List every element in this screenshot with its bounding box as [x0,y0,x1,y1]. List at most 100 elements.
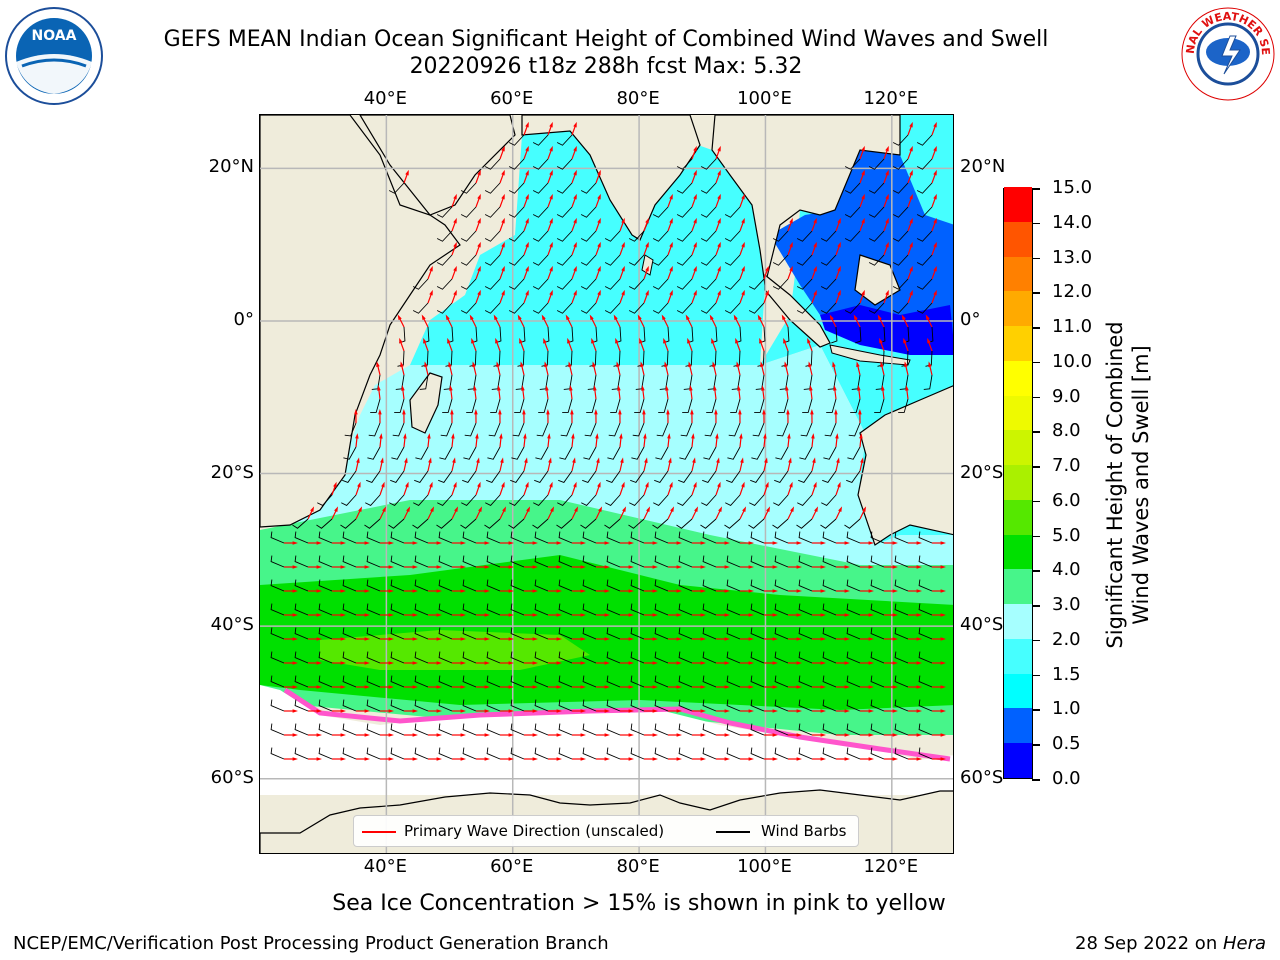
colorbar-tick-label: 11.0 [1052,316,1093,338]
wave-direction-arrowhead [724,757,730,761]
wave-direction-arrowhead [796,637,802,641]
wave-direction-arrowhead [532,565,538,569]
wave-direction-arrowhead [789,241,793,248]
wind-barb [774,555,789,568]
lon-label-top: 100°E [737,88,792,109]
wave-direction-arrowhead [378,409,382,415]
wind-barb [486,603,501,616]
wave-direction-arrowhead [772,541,778,545]
wind-barb [294,723,309,736]
wave-direction-arrowhead [543,337,547,344]
wave-direction-arrowhead [592,361,596,368]
wind-barb [414,555,429,568]
wind-barb [582,699,597,712]
wave-direction-arrowhead [471,337,475,344]
wave-direction-arrowhead [880,361,884,368]
wind-barb [822,555,837,568]
wind-barb [677,494,693,506]
wave-direction-arrowhead [436,637,442,641]
wave-direction-arrowhead [478,506,483,513]
wave-direction-arrowhead [813,241,817,248]
wave-direction-arrowhead [724,661,730,665]
wind-barb [613,350,621,367]
wind-barb [798,579,813,592]
wave-direction-arrowhead [901,314,906,321]
wave-direction-arrowhead [604,589,610,593]
wind-barb [556,254,573,266]
wind-barb [460,518,477,529]
wave-direction-arrowhead [484,709,490,713]
colorbar-tick-mark [1032,188,1040,190]
wind-barb [728,422,741,437]
wave-direction-arrowhead [412,589,418,593]
wave-direction-arrowhead [835,433,839,439]
wind-barb [534,470,549,483]
wave-direction-arrowhead [436,709,442,713]
wind-barb [870,579,885,592]
wind-barb [580,254,597,266]
wind-barb [510,555,525,568]
wave-direction-arrowhead [292,565,298,569]
wave-direction-arrowhead [892,541,898,545]
colorbar-segment [1004,464,1032,500]
wave-direction-arrowhead [652,685,658,689]
wave-direction-arrowhead [430,506,435,513]
wave-direction-arrowhead [796,661,802,665]
wind-barb [390,723,405,736]
wave-direction-arrowhead [460,709,466,713]
wave-direction-arrowhead [525,121,529,128]
wave-direction-arrowhead [724,589,730,593]
wave-direction-arrowhead [453,481,457,488]
wind-barb [733,350,741,367]
wave-direction-arrowhead [829,314,834,321]
footer-credit: NCEP/EMC/Verification Post Processing Pr… [13,933,609,954]
wave-direction-arrowhead [645,217,649,224]
wind-barb [580,206,597,218]
wind-barb [397,350,405,367]
wind-barb [366,699,381,712]
wave-direction-arrowhead [453,265,457,272]
wind-barb [270,627,285,640]
wind-barb [751,446,765,460]
wind-barb [414,723,429,736]
wave-direction-arrowhead [645,481,649,488]
wave-direction-arrowhead [364,565,370,569]
wind-barb [654,531,669,544]
wind-barb [364,518,381,529]
wave-direction-arrowhead [761,385,765,391]
wind-barb [390,627,405,640]
wave-direction-arrowhead [652,661,658,665]
wind-barb [532,206,549,218]
wind-barb [556,230,573,242]
wave-direction-arrowhead [340,757,346,761]
wind-barb [294,675,309,688]
wind-barb [678,579,693,592]
wind-barb [800,422,813,437]
wind-barb [461,494,477,506]
wind-barb [510,747,525,760]
colorbar-tick-label: 6.0 [1052,489,1081,511]
wind-barb [846,470,861,483]
wind-barb [628,302,645,314]
wave-direction-arrowhead [789,481,793,488]
wave-direction-arrowhead [618,409,622,415]
wind-barb [726,699,741,712]
wind-barb [652,518,669,529]
wave-direction-arrowhead [498,409,502,415]
wave-direction-arrowhead [525,145,529,152]
colorbar-segment [1004,360,1032,396]
wind-barb [464,422,477,437]
wave-direction-arrowhead [453,217,457,224]
wave-direction-arrowhead [429,289,433,296]
wind-barb [484,254,501,266]
wind-barb [630,603,645,616]
wind-barb [772,230,789,242]
wave-direction-arrowhead [652,637,658,641]
wind-barb [700,230,717,242]
wind-barb [556,302,573,314]
wind-barb [438,675,453,688]
wave-direction-arrowhead [475,433,479,439]
wave-direction-arrowhead [772,565,778,569]
wave-direction-arrowhead [652,613,658,617]
wave-direction-arrowhead [717,169,721,176]
